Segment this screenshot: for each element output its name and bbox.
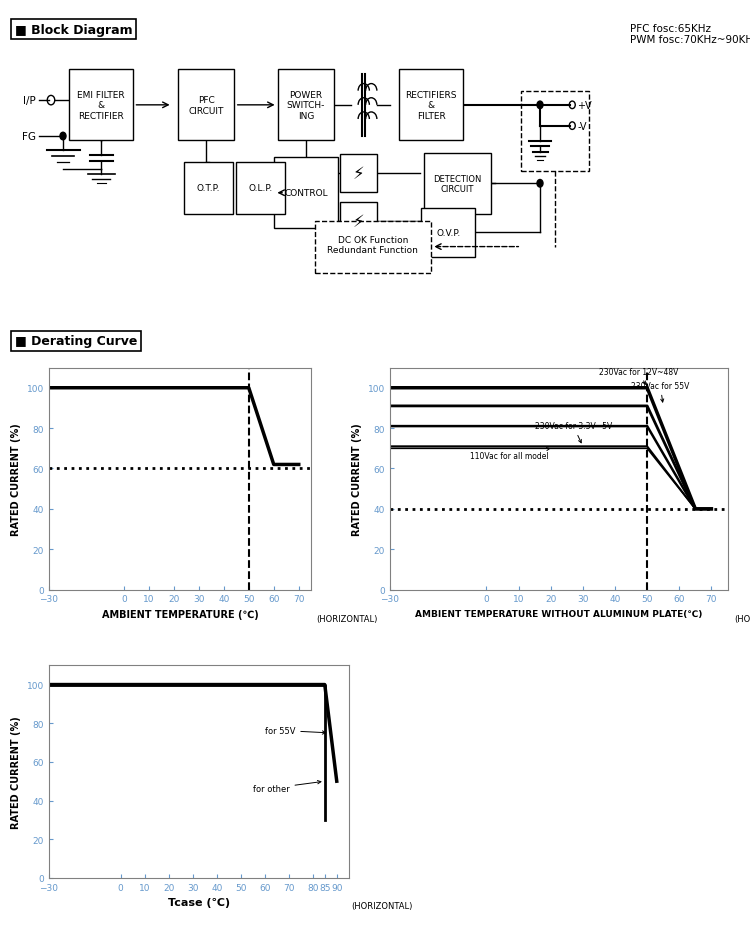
Text: POWER
SWITCH-
ING: POWER SWITCH- ING <box>286 91 326 121</box>
Bar <box>399 71 463 141</box>
Text: EMI FILTER
&
RECTIFIER: EMI FILTER & RECTIFIER <box>77 91 125 121</box>
Bar <box>69 71 134 141</box>
Bar <box>278 71 334 141</box>
Circle shape <box>537 180 543 188</box>
Bar <box>340 203 377 241</box>
Text: O.T.P.: O.T.P. <box>196 184 220 194</box>
Text: (HORIZONTAL): (HORIZONTAL) <box>734 615 750 623</box>
Circle shape <box>537 102 543 110</box>
Text: for 55V: for 55V <box>265 726 326 735</box>
Text: for other: for other <box>253 781 321 793</box>
Text: RECTIFIERS
&
FILTER: RECTIFIERS & FILTER <box>406 91 457 121</box>
X-axis label: AMBIENT TEMPERATURE (℃): AMBIENT TEMPERATURE (℃) <box>102 610 258 619</box>
Y-axis label: RATED CURRENT (%): RATED CURRENT (%) <box>11 716 21 828</box>
Text: ■ Derating Curve: ■ Derating Curve <box>15 335 137 348</box>
Text: (HORIZONTAL): (HORIZONTAL) <box>351 902 412 910</box>
Bar <box>178 71 234 141</box>
Text: 230Vac for 3.3V~5V: 230Vac for 3.3V~5V <box>535 422 612 444</box>
Bar <box>184 162 232 215</box>
Text: DETECTION
CIRCUIT: DETECTION CIRCUIT <box>433 175 482 194</box>
Bar <box>274 159 338 228</box>
Text: 110Vac for all model: 110Vac for all model <box>470 448 550 461</box>
Text: +V: +V <box>578 101 592 110</box>
Text: 230Vac for 12V~48V: 230Vac for 12V~48V <box>599 367 678 385</box>
Text: CONTROL: CONTROL <box>284 189 328 198</box>
Text: (HORIZONTAL): (HORIZONTAL) <box>316 615 378 623</box>
X-axis label: AMBIENT TEMPERATURE WITHOUT ALUMINUM PLATE(℃): AMBIENT TEMPERATURE WITHOUT ALUMINUM PLA… <box>415 610 703 618</box>
Text: 230Vac for 55V: 230Vac for 55V <box>631 381 689 403</box>
Y-axis label: RATED CURRENT (%): RATED CURRENT (%) <box>11 423 21 535</box>
Text: O.V.P.: O.V.P. <box>436 228 460 238</box>
Text: FG: FG <box>22 132 36 142</box>
Text: O.L.P.: O.L.P. <box>248 184 272 194</box>
Bar <box>236 162 285 215</box>
Circle shape <box>60 133 66 141</box>
Bar <box>422 209 476 258</box>
Text: PFC
CIRCUIT: PFC CIRCUIT <box>188 96 224 115</box>
Text: PFC fosc:65KHz
PWM fosc:70KHz~90KHz: PFC fosc:65KHz PWM fosc:70KHz~90KHz <box>630 24 750 45</box>
Text: -V: -V <box>578 122 587 131</box>
Text: DC OK Function
Redundant Function: DC OK Function Redundant Function <box>327 236 419 255</box>
Text: ⚡: ⚡ <box>352 212 364 231</box>
X-axis label: Tcase (℃): Tcase (℃) <box>168 898 230 907</box>
Bar <box>521 92 589 172</box>
Text: ■ Block Diagram: ■ Block Diagram <box>15 24 133 37</box>
Y-axis label: RATED CURRENT (%): RATED CURRENT (%) <box>352 423 362 535</box>
Bar <box>315 222 431 274</box>
Text: ⚡: ⚡ <box>352 164 364 183</box>
Bar <box>340 155 377 193</box>
Bar <box>424 153 491 215</box>
Text: I/P: I/P <box>23 96 36 106</box>
